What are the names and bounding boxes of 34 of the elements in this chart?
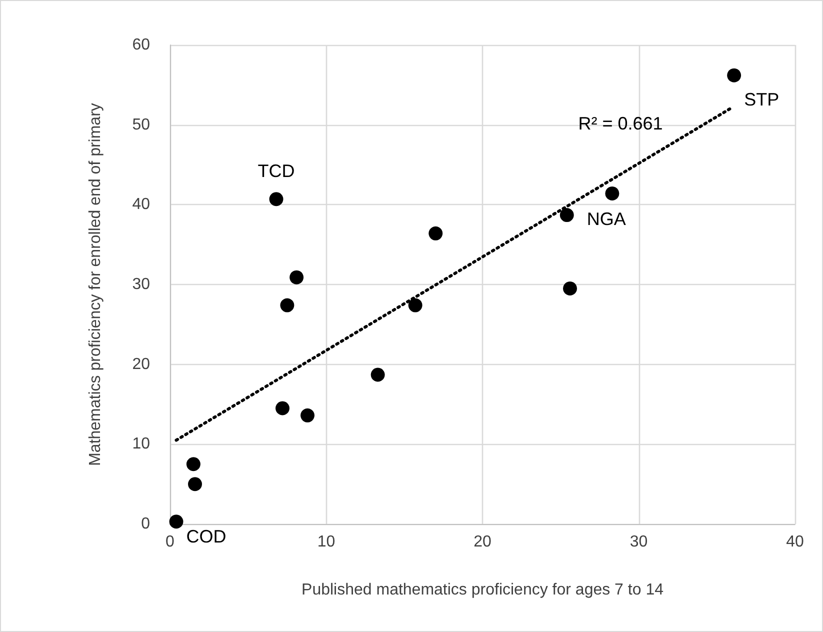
point — [300, 408, 314, 422]
point — [290, 270, 304, 284]
point — [563, 281, 577, 296]
point — [428, 226, 443, 240]
x-axis-title: Published mathematics proficiency for ages 7 to 14 — [302, 582, 664, 598]
y-tick-label: 10 — [132, 436, 150, 453]
y-axis-title: Mathematics proficiency for enrolled end of primary — [87, 103, 104, 466]
x-tick-label: 40 — [786, 534, 804, 550]
x-tick-label: 30 — [630, 534, 648, 550]
annotation: TCD — [258, 161, 295, 182]
y-tick-label: 60 — [132, 36, 150, 54]
y-tick-label: 0 — [141, 516, 150, 532]
x-tick-label: 10 — [317, 534, 336, 550]
point — [560, 208, 574, 222]
point — [280, 298, 294, 312]
point — [605, 186, 620, 200]
annotation: STP — [744, 89, 780, 110]
point — [186, 457, 200, 472]
annotation: COD — [186, 526, 226, 547]
x-tick-label: 20 — [474, 534, 492, 550]
point — [188, 477, 202, 492]
point — [276, 401, 290, 416]
annotation: R² = 0.661 — [578, 113, 663, 134]
y-tick-label: 20 — [132, 356, 150, 373]
point — [370, 368, 385, 382]
y-tick-label: 40 — [132, 196, 150, 214]
x-tick-label: 0 — [166, 534, 175, 550]
y-tick-label: 50 — [132, 116, 150, 134]
point — [269, 192, 284, 206]
y-tick-label: 30 — [132, 276, 150, 293]
point — [408, 298, 422, 312]
point — [169, 514, 184, 529]
point — [727, 68, 742, 82]
annotation: NGA — [586, 209, 626, 230]
